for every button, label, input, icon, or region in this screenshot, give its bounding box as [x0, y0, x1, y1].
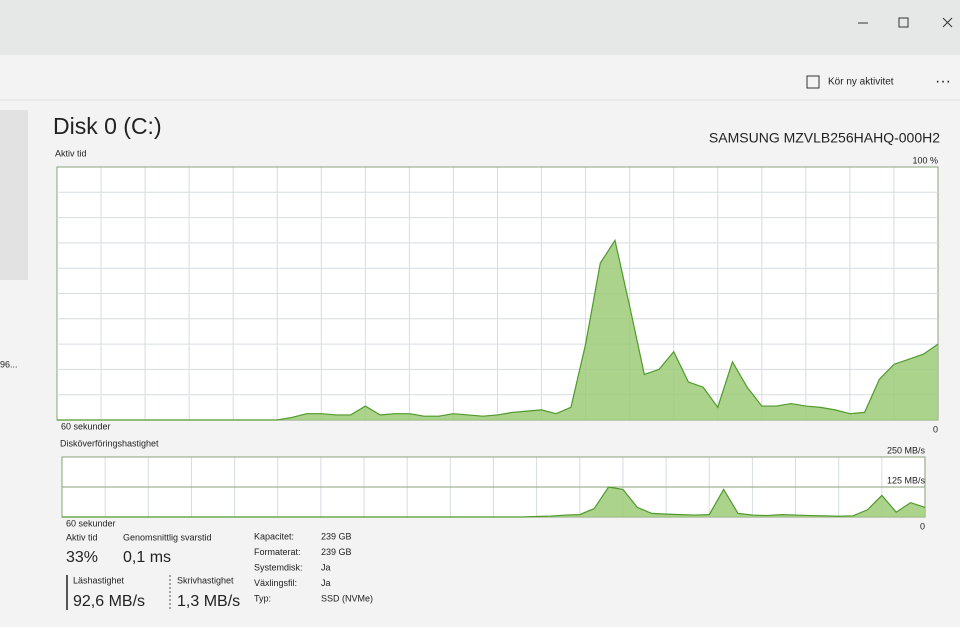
y-tick-label: 100 %	[912, 155, 938, 165]
sidebar-fragment	[0, 110, 28, 280]
stat-value: 92,6 MB/s	[73, 593, 145, 610]
property-label: Typ:	[254, 593, 271, 603]
chart-title: Disköverföringshastighet	[60, 438, 159, 448]
stat-value: 1,3 MB/s	[177, 593, 240, 610]
close-button[interactable]	[942, 17, 953, 28]
y-tick-label: 250 MB/s	[887, 445, 926, 455]
area-line	[62, 486, 926, 518]
run-task-button[interactable]: Kör ny aktivitet	[828, 77, 894, 88]
property-value: Ja	[321, 578, 331, 588]
stat-value: 0,1 ms	[123, 549, 171, 566]
chart-title: Aktiv tid	[55, 148, 87, 158]
stat-label: Aktiv tid	[66, 532, 98, 542]
area-line	[57, 238, 939, 421]
y-tick-label: 125 MB/s	[887, 475, 926, 485]
stat-label: Läshastighet	[73, 575, 125, 585]
stat-value: 33%	[66, 549, 98, 566]
charts: Aktiv tid 60 sekunder 0 100 % Disköverföring…	[55, 148, 939, 531]
property-value: 239 GB	[321, 547, 352, 557]
time-label: 60 sekunder	[61, 421, 111, 431]
property-label: Systemdisk:	[254, 562, 303, 572]
y-tick-label: 0	[920, 521, 925, 531]
disk-title: Disk 0 (C:)	[53, 113, 162, 139]
maximize-button[interactable]	[898, 17, 909, 28]
stat-label: Skrivhastighet	[177, 575, 234, 585]
properties: Kapacitet: 239 GB Formaterat: 239 GB Systemd…	[254, 531, 373, 603]
property-label: Formaterat:	[254, 547, 301, 557]
stat-label: Genomsnittlig svarstid	[123, 532, 212, 542]
y-tick-label: 0	[933, 424, 938, 434]
property-value: Ja	[321, 562, 331, 572]
time-label: 60 sekunder	[66, 518, 116, 528]
disk-model: SAMSUNG MZVLB256HAHQ-000H2	[709, 130, 940, 146]
property-value: SSD (NVMe)	[321, 593, 373, 603]
property-label: Kapacitet:	[254, 531, 294, 541]
property-value: 239 GB	[321, 531, 352, 541]
sidebar-text: 96...	[0, 359, 18, 369]
more-button[interactable]: ···	[935, 73, 951, 90]
run-task-icon[interactable]	[806, 75, 820, 89]
title-bar	[0, 0, 960, 55]
property-label: Växlingsfil:	[254, 578, 297, 588]
